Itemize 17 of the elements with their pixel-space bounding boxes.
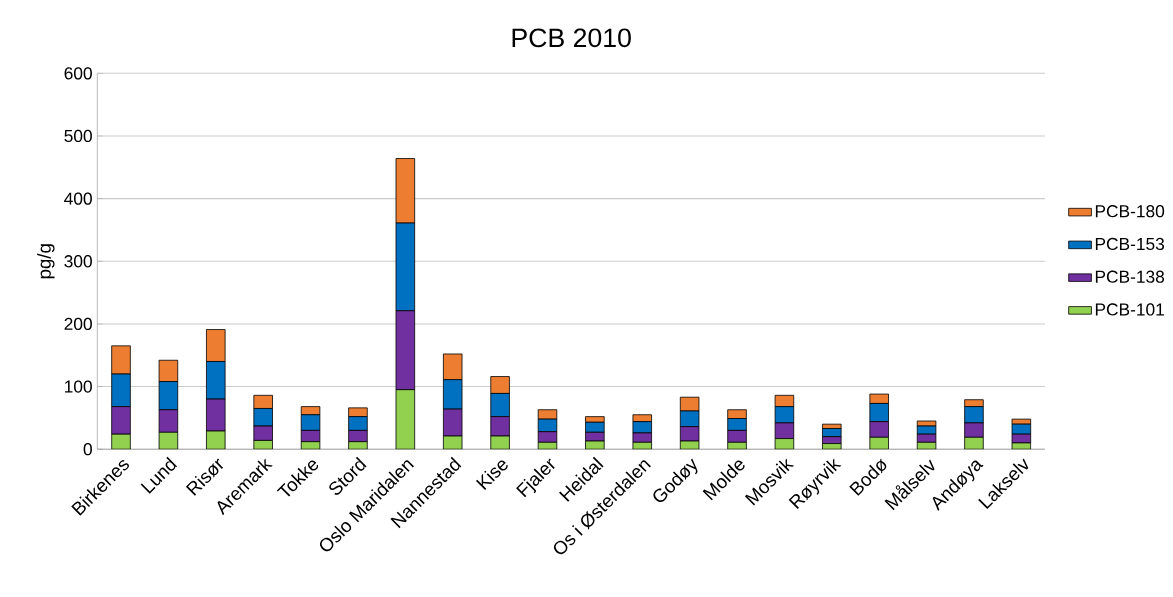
y-tick-label: 0 bbox=[83, 442, 92, 456]
bar bbox=[348, 441, 368, 450]
y-tick-label: 100 bbox=[65, 380, 92, 393]
bar bbox=[111, 433, 131, 450]
legend-label: PCB-138 bbox=[1095, 270, 1165, 283]
y-tick-label: 400 bbox=[64, 192, 92, 205]
y-axis-title: pg/g bbox=[37, 244, 55, 279]
y-tick-label: 600 bbox=[64, 67, 92, 80]
legend-label: PCB-101 bbox=[1095, 303, 1164, 316]
y-tick-label: 200 bbox=[64, 317, 92, 330]
bar bbox=[395, 389, 416, 450]
y-tick-label: 500 bbox=[64, 129, 92, 143]
y-tick-label: 300 bbox=[64, 255, 92, 268]
legend-label: PCB-180 bbox=[1095, 204, 1165, 218]
chart-title: PCB 2010 bbox=[512, 28, 631, 48]
legend-label: PCB-153 bbox=[1095, 237, 1165, 251]
x-tick-label: Kise bbox=[476, 460, 508, 490]
